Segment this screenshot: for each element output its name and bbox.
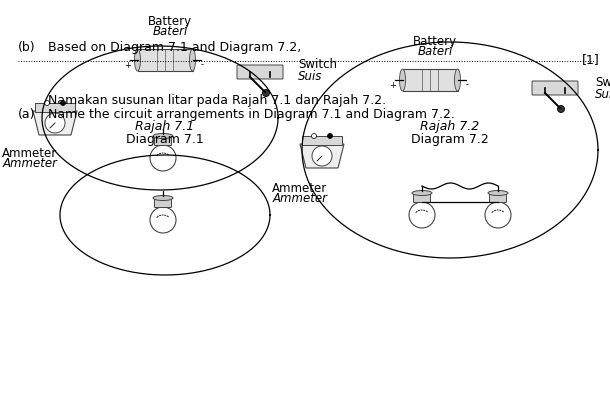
- Ellipse shape: [454, 69, 461, 91]
- Text: Suis: Suis: [298, 71, 322, 83]
- Ellipse shape: [153, 196, 173, 201]
- Ellipse shape: [134, 49, 140, 71]
- Text: Name the circuit arrangements in Diagram 7.1 and Diagram 7.2.: Name the circuit arrangements in Diagram…: [48, 108, 455, 121]
- Ellipse shape: [412, 191, 432, 196]
- Text: Rajah 7.2: Rajah 7.2: [420, 120, 479, 133]
- Text: Bateri: Bateri: [417, 45, 453, 58]
- Circle shape: [485, 202, 511, 228]
- Text: Switch: Switch: [298, 58, 337, 72]
- Circle shape: [312, 134, 317, 139]
- Polygon shape: [300, 144, 344, 168]
- FancyBboxPatch shape: [154, 136, 171, 145]
- FancyBboxPatch shape: [532, 81, 578, 95]
- Circle shape: [60, 101, 65, 106]
- Ellipse shape: [400, 69, 406, 91]
- Text: Namakan susunan litar pada Rajah 7.1 dan Rajah 7.2.: Namakan susunan litar pada Rajah 7.1 dan…: [48, 94, 386, 107]
- Polygon shape: [33, 111, 77, 135]
- Circle shape: [45, 101, 49, 106]
- Bar: [35, 103, 75, 112]
- Circle shape: [45, 113, 65, 133]
- FancyBboxPatch shape: [414, 192, 431, 203]
- Ellipse shape: [190, 49, 195, 71]
- Text: [1]: [1]: [583, 53, 600, 66]
- Text: (a): (a): [18, 108, 35, 121]
- Ellipse shape: [153, 134, 173, 139]
- Circle shape: [558, 106, 564, 113]
- Ellipse shape: [488, 191, 508, 196]
- Circle shape: [312, 146, 332, 166]
- Text: (b): (b): [18, 41, 35, 54]
- Text: Battery: Battery: [148, 15, 192, 28]
- Text: Battery: Battery: [413, 35, 457, 48]
- Text: Switch: Switch: [595, 76, 610, 88]
- Text: Ammeter: Ammeter: [2, 157, 57, 169]
- Text: Suis: Suis: [595, 88, 610, 101]
- Text: -: -: [466, 81, 469, 90]
- Bar: [302, 136, 342, 145]
- Text: Ammeter: Ammeter: [2, 146, 57, 159]
- Text: Diagram 7.1: Diagram 7.1: [126, 133, 204, 146]
- Text: Ammeter: Ammeter: [273, 192, 328, 205]
- Circle shape: [328, 134, 332, 139]
- Circle shape: [150, 145, 176, 171]
- Text: Ammeter: Ammeter: [273, 182, 328, 194]
- FancyBboxPatch shape: [489, 192, 506, 203]
- Text: +: +: [389, 81, 396, 90]
- Bar: [137, 49, 193, 71]
- Bar: [403, 69, 458, 91]
- Circle shape: [262, 90, 270, 97]
- Text: -: -: [201, 60, 204, 69]
- Circle shape: [409, 202, 435, 228]
- Text: +: +: [124, 60, 131, 69]
- Text: Rajah 7.1: Rajah 7.1: [135, 120, 195, 133]
- Text: Diagram 7.2: Diagram 7.2: [411, 133, 489, 146]
- FancyBboxPatch shape: [237, 65, 283, 79]
- FancyBboxPatch shape: [154, 198, 171, 208]
- Circle shape: [150, 207, 176, 233]
- Text: Bateri: Bateri: [152, 25, 188, 38]
- Text: Based on Diagram 7.1 and Diagram 7.2,: Based on Diagram 7.1 and Diagram 7.2,: [48, 41, 301, 54]
